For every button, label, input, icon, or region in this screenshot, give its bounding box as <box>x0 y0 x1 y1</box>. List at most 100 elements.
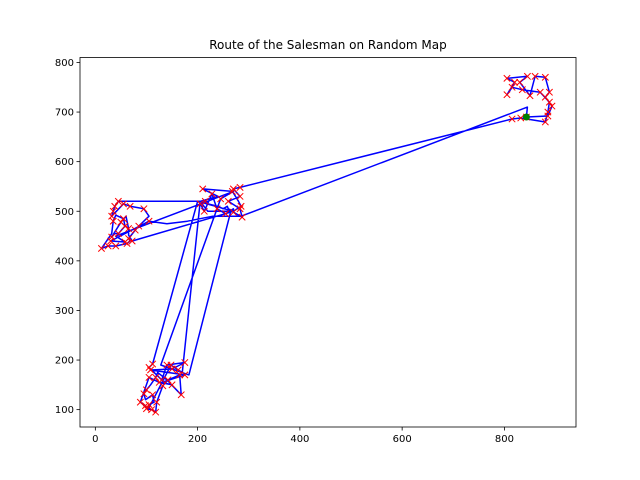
city-marker-stroke <box>159 382 167 390</box>
city-marker-stroke <box>181 358 189 367</box>
city-marker-stroke <box>176 371 184 379</box>
city-marker-stroke <box>119 215 128 223</box>
city-marker-stroke <box>117 218 125 226</box>
city-marker-stroke <box>121 222 129 230</box>
start-point-marker <box>522 113 530 121</box>
city-marker <box>541 118 549 126</box>
x-tick-label: 200 <box>188 434 207 445</box>
city-marker-stroke <box>508 83 516 91</box>
city-marker-stroke <box>217 195 225 203</box>
city-marker-stroke <box>516 78 524 86</box>
city-marker-stroke <box>177 391 185 399</box>
city-marker-stroke <box>140 390 148 398</box>
city-marker <box>131 226 139 234</box>
city-marker <box>119 215 128 223</box>
city-marker-stroke <box>228 187 236 195</box>
city-marker <box>236 183 244 191</box>
city-marker <box>224 197 232 205</box>
city-marker <box>104 242 112 250</box>
city-marker-stroke <box>145 363 153 372</box>
city-marker-stroke <box>111 202 119 210</box>
city-marker <box>508 83 516 91</box>
city-marker <box>128 237 136 245</box>
city-marker <box>503 91 511 99</box>
city-marker-stroke <box>237 202 245 210</box>
city-marker-stroke <box>536 88 544 96</box>
city-marker-stroke <box>147 366 155 374</box>
city-marker <box>126 202 134 210</box>
city-marker-stroke <box>131 226 139 234</box>
city-marker-stroke <box>152 408 160 416</box>
city-marker-stroke <box>155 378 163 386</box>
city-marker-stroke <box>112 242 120 250</box>
city-marker-stroke <box>224 197 232 205</box>
city-marker-stroke <box>128 237 136 245</box>
city-marker <box>117 218 125 226</box>
y-tick-label: 300 <box>55 306 74 317</box>
y-tick-label: 600 <box>55 157 74 168</box>
city-marker <box>181 371 189 379</box>
city-marker <box>167 361 175 369</box>
city-marker <box>125 225 133 233</box>
city-marker <box>201 197 209 205</box>
city-marker-stroke <box>200 207 208 215</box>
city-marker-stroke <box>148 406 156 414</box>
city-marker <box>107 237 115 245</box>
city-marker-stroke <box>518 86 526 94</box>
city-marker-stroke <box>201 197 209 205</box>
city-marker-stroke <box>236 205 244 213</box>
city-marker-stroke <box>168 381 176 389</box>
city-marker <box>511 78 519 86</box>
city-marker-stroke <box>213 205 221 213</box>
city-marker <box>97 244 106 253</box>
x-tick-label: 400 <box>290 434 309 445</box>
city-marker <box>145 401 153 409</box>
city-marker-stroke <box>152 373 160 381</box>
city-marker <box>545 98 553 106</box>
city-marker-stroke <box>541 93 549 101</box>
city-marker-stroke <box>104 242 112 250</box>
city-marker-stroke <box>136 398 144 406</box>
city-marker-stroke <box>517 114 525 122</box>
city-marker-stroke <box>125 225 133 233</box>
city-marker-stroke <box>508 115 516 123</box>
city-marker-stroke <box>109 207 117 215</box>
city-marker-stroke <box>208 190 216 198</box>
city-marker <box>108 212 116 220</box>
city-marker <box>228 187 236 195</box>
city-marker-stroke <box>541 118 549 126</box>
city-marker-stroke <box>531 72 539 80</box>
y-tick-label: 700 <box>55 108 74 119</box>
city-marker <box>168 381 176 389</box>
axes-frame <box>79 57 577 428</box>
city-marker-stroke <box>164 376 172 384</box>
city-marker <box>238 213 246 221</box>
city-marker <box>531 72 539 80</box>
city-marker <box>236 192 244 200</box>
city-markers <box>97 72 556 416</box>
city-marker <box>153 398 161 406</box>
city-marker <box>229 185 237 193</box>
city-marker-stroke <box>145 401 153 409</box>
city-marker <box>177 391 185 399</box>
city-marker <box>174 366 182 374</box>
city-marker <box>517 114 525 122</box>
y-tick-label: 100 <box>55 405 74 416</box>
city-marker <box>196 200 204 208</box>
city-marker-stroke <box>503 91 511 99</box>
city-marker-stroke <box>238 213 246 221</box>
city-marker <box>523 72 531 80</box>
city-marker-stroke <box>167 361 175 369</box>
city-marker-stroke <box>523 72 531 80</box>
city-marker-stroke <box>140 205 148 213</box>
city-marker-stroke <box>108 212 116 220</box>
city-marker-stroke <box>174 366 182 374</box>
city-marker <box>140 390 148 398</box>
city-marker-stroke <box>548 102 556 110</box>
city-marker-stroke <box>126 202 134 210</box>
city-marker <box>199 185 207 193</box>
city-marker <box>164 376 172 384</box>
city-marker <box>208 190 216 198</box>
city-marker <box>508 115 516 123</box>
city-marker-stroke <box>109 217 117 225</box>
